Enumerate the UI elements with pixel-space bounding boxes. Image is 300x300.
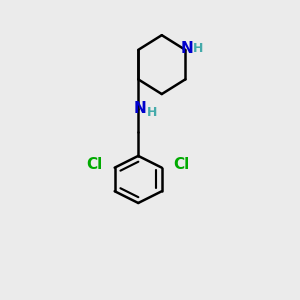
Text: H: H [147, 106, 158, 119]
Text: N: N [133, 101, 146, 116]
Text: N: N [180, 41, 193, 56]
Text: H: H [193, 42, 203, 55]
Text: Cl: Cl [87, 157, 103, 172]
Text: Cl: Cl [174, 157, 190, 172]
